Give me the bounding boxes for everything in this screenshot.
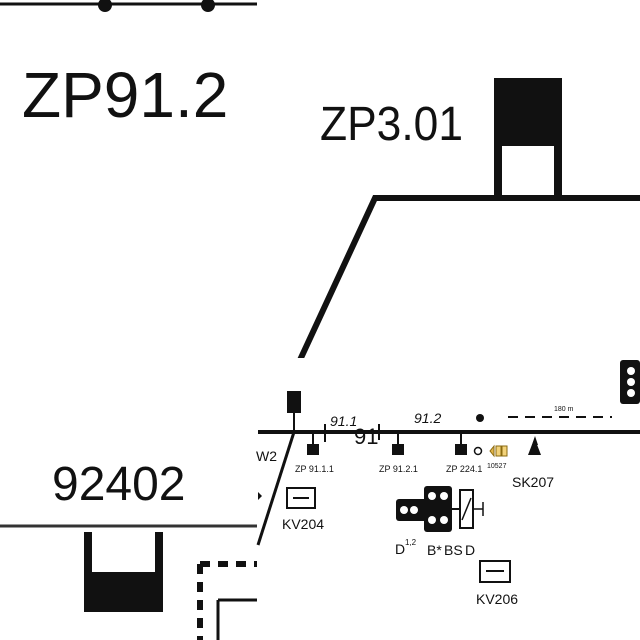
panel-divider (257, 0, 260, 640)
signal-zp-91-1-1: ZP 91.1.1 (295, 434, 334, 474)
signal-label: ZP 91.2.1 (379, 464, 418, 474)
right-signal-lamp (627, 367, 635, 375)
label-d: D (395, 541, 405, 557)
left-panel: ZP91.2 92402 (0, 0, 258, 640)
area-outline (297, 195, 640, 362)
distance-label: 180 m (554, 406, 574, 413)
signal-zp-91-2-1: ZP 91.2.1 (379, 434, 418, 474)
track-label-91: 91 (354, 424, 378, 449)
right-signal-lamp (627, 378, 635, 386)
label-d2: D (465, 542, 475, 558)
signal-label: ZP 224.1 (446, 464, 482, 474)
label-bs: BS (444, 542, 463, 558)
signal-zp-224-1: ZP 224.1 (446, 434, 482, 474)
dashed-structure (197, 561, 258, 640)
signal-label: 10527 (487, 463, 507, 470)
label-d-superscript: 1,2 (405, 538, 417, 547)
building-stem-left (494, 146, 502, 196)
track-node (98, 0, 112, 12)
post-signal (287, 391, 301, 413)
right-panel: ZP3.01 91.1 91 91.2 180 m W2 (256, 78, 640, 640)
label-b: B* (427, 542, 442, 558)
kv-label: KV206 (476, 591, 518, 607)
kv206-box: KV206 (476, 560, 518, 607)
building-stem-right (554, 146, 562, 196)
diverging-track (256, 431, 296, 546)
signal-head-main (424, 486, 452, 532)
signal-group (396, 486, 484, 532)
signal-sk207: SK207 (512, 436, 554, 490)
kv204-box: KV204 (282, 487, 324, 532)
track-marker-dot (476, 414, 484, 422)
track-node (201, 0, 215, 12)
signal-label: SK207 (512, 474, 554, 490)
track-label-91-1: 91.1 (330, 413, 357, 429)
building-block-symbol (494, 78, 562, 146)
left-panel-title: ZP91.2 (22, 59, 228, 131)
left-arrow-marker (258, 492, 262, 500)
kv-label: KV204 (282, 516, 324, 532)
right-panel-title: ZP3.01 (320, 98, 463, 151)
right-signal-lamp (627, 389, 635, 397)
signal-label: ZP 91.1.1 (295, 464, 334, 474)
station-number: 92402 (52, 458, 185, 511)
track-label-w2: W2 (256, 448, 277, 464)
cup-symbol (84, 532, 163, 612)
track-label-91-2: 91.2 (414, 410, 441, 426)
signal-10527: 10527 (473, 444, 508, 470)
